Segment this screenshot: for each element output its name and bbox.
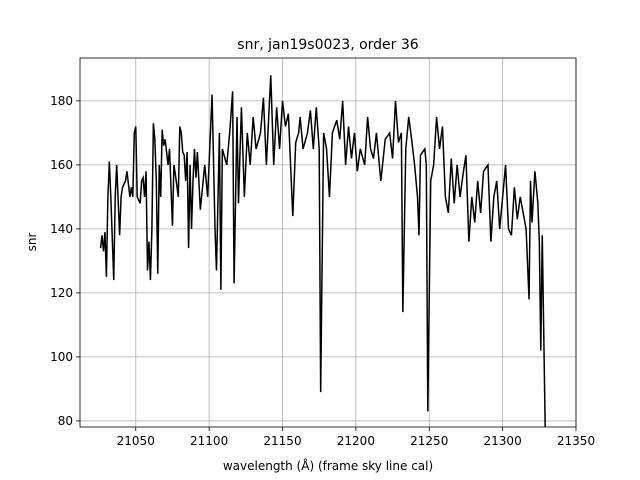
y-tick-label: 140 <box>50 222 73 236</box>
plot-frame <box>79 57 577 428</box>
x-axis-label: wavelength (Å) (frame sky line cal) <box>223 458 433 473</box>
y-tick-label: 180 <box>50 94 73 108</box>
y-tick-label: 100 <box>50 350 73 364</box>
y-axis-label: snr <box>25 233 39 252</box>
x-tick-label: 21250 <box>410 434 448 448</box>
y-tick-label: 80 <box>58 414 73 428</box>
x-tick-label: 21350 <box>557 434 595 448</box>
data-line <box>99 75 546 427</box>
x-tick-label: 21150 <box>263 434 301 448</box>
y-tick-label: 120 <box>50 286 73 300</box>
x-tick-label: 21100 <box>190 434 228 448</box>
y-tick-label: 160 <box>50 158 73 172</box>
chart-title: snr, jan19s0023, order 36 <box>237 37 418 53</box>
x-tick-label: 21050 <box>117 434 155 448</box>
x-tick-label: 21300 <box>484 434 522 448</box>
x-tick-label: 21200 <box>337 434 375 448</box>
